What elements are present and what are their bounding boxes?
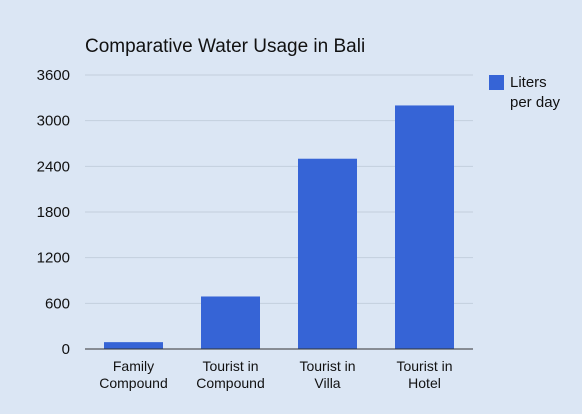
- y-tick-label: 3000: [37, 113, 70, 130]
- x-category-label: Tourist in: [299, 358, 355, 374]
- legend-label: Liters: [510, 74, 547, 91]
- x-category-label: Family: [113, 358, 154, 374]
- y-tick-label: 1200: [37, 250, 70, 267]
- x-category-label: Villa: [314, 375, 340, 391]
- bar: [298, 158, 357, 349]
- x-category-label: Hotel: [408, 375, 441, 391]
- bar: [104, 342, 163, 349]
- x-category-label: Tourist in: [202, 358, 258, 374]
- legend-label: per day: [510, 94, 561, 111]
- bar: [395, 105, 454, 349]
- y-tick-label: 1800: [37, 204, 70, 221]
- y-tick-label: 3600: [37, 67, 70, 84]
- y-tick-label: 600: [45, 295, 70, 312]
- chart-title: Comparative Water Usage in Bali: [85, 36, 365, 57]
- legend: Liters per day: [489, 74, 561, 111]
- bar: [201, 296, 260, 349]
- legend-swatch: [489, 75, 504, 90]
- bars: [104, 105, 454, 349]
- x-category-label: Compound: [99, 375, 168, 391]
- x-category-label: Tourist in: [396, 358, 452, 374]
- x-category-label: Compound: [196, 375, 265, 391]
- y-axis-tick-labels: 0 600 1200 1800 2400 3000 3600: [37, 67, 70, 358]
- y-tick-label: 0: [62, 341, 70, 358]
- y-tick-label: 2400: [37, 158, 70, 175]
